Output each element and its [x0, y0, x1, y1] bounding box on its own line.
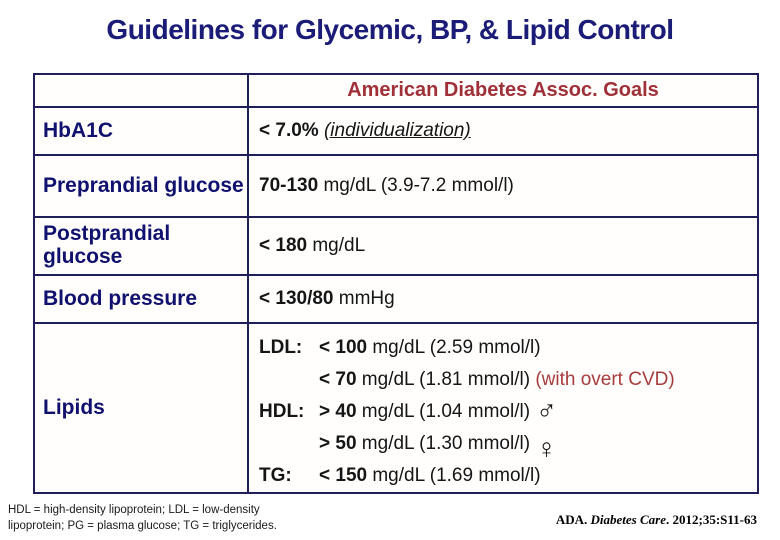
table-row-preprandial: Preprandial glucose 70-130 mg/dL (3.9-7.… [33, 154, 759, 218]
lipid-line-ldl-cvd: < 70 mg/dL (1.81 mmol/l) (with overt CVD… [259, 364, 757, 396]
citation-author: ADA. [555, 512, 588, 527]
hba1c-individualization-note: (individualization) [323, 120, 471, 141]
row-value-postprandial: < 180 mg/dL [247, 216, 759, 276]
ldl-target-units: mg/dL (2.59 mmol/l) [372, 337, 541, 358]
row-label-lipids: Lipids [33, 322, 249, 494]
table-header-row: American Diabetes Assoc. Goals [33, 73, 759, 108]
preprandial-target-units: mg/dL (3.9-7.2 mmol/l) [323, 175, 514, 196]
citation: ADA. Diabetes Care. 2012;35:S11-63 [556, 512, 757, 528]
row-value-blood-pressure: < 130/80 mmHg [247, 274, 759, 324]
abbreviation-line-2: lipoprotein; PG = plasma glucose; TG = t… [8, 519, 277, 532]
row-value-preprandial: 70-130 mg/dL (3.9-7.2 mmol/l) [247, 154, 759, 218]
lipid-line-tg: TG: < 150 mg/dL (1.69 mmol/l) [259, 460, 757, 492]
row-label-hba1c: HbA1C [33, 106, 249, 156]
hdl-female-target-value: > 50 [319, 433, 357, 454]
table-row-hba1c: HbA1C < 7.0% (individualization) [33, 106, 759, 156]
table-row-postprandial: Postprandial glucose < 180 mg/dL [33, 216, 759, 276]
tg-target-units: mg/dL (1.69 mmol/l) [372, 465, 541, 486]
tg-label: TG: [259, 465, 292, 486]
row-label-postprandial: Postprandial glucose [33, 216, 249, 276]
hdl-label: HDL: [259, 401, 305, 422]
abbreviation-line-1: HDL = high-density lipoprotein; LDL = lo… [8, 504, 260, 516]
lipid-line-hdl-female: > 50 mg/dL (1.30 mmol/l) ♀ [319, 433, 558, 464]
citation-volume: . 2012;35:S11-63 [666, 512, 757, 527]
goals-table: American Diabetes Assoc. Goals HbA1C < 7… [33, 73, 759, 494]
overt-cvd-note: (with overt CVD) [535, 369, 675, 390]
abbreviation-footnote: HDL = high-density lipoprotein; LDL = lo… [8, 503, 277, 534]
tg-target-value: < 150 [319, 465, 368, 486]
bp-target-units: mmHg [338, 288, 395, 309]
ldl-cvd-target-value: < 70 [319, 369, 357, 390]
hdl-male-target-value: > 40 [319, 401, 357, 422]
row-label-blood-pressure: Blood pressure [33, 274, 249, 324]
page-title: Guidelines for Glycemic, BP, & Lipid Con… [106, 14, 674, 45]
lipid-line-ldl: LDL: < 100 mg/dL (2.59 mmol/l) [259, 332, 757, 364]
header-goals-cell: American Diabetes Assoc. Goals [247, 73, 759, 108]
ldl-target-value: < 100 [319, 337, 368, 358]
citation-journal: Diabetes Care [590, 512, 666, 527]
bp-target-value: < 130/80 [259, 288, 334, 309]
row-value-lipids: LDL: < 100 mg/dL (2.59 mmol/l) < 70 mg/dL… [247, 322, 759, 494]
table-row-blood-pressure: Blood pressure < 130/80 mmHg [33, 274, 759, 324]
lipid-line-hdl-male: HDL: > 40 mg/dL (1.04 mmol/l) ♂ [259, 395, 558, 426]
ldl-label: LDL: [259, 337, 303, 358]
row-label-preprandial: Preprandial glucose [33, 154, 249, 218]
row-value-hba1c: < 7.0% (individualization) [247, 106, 759, 156]
hba1c-target-value: < 7.0% [259, 120, 319, 141]
preprandial-target-value: 70-130 [259, 175, 319, 196]
hdl-female-target-units: mg/dL (1.30 mmol/l) [361, 433, 531, 454]
header-empty-cell [33, 73, 249, 108]
hdl-male-target-units: mg/dL (1.04 mmol/l) [361, 401, 531, 422]
postprandial-target-value: < 180 [259, 235, 308, 256]
postprandial-target-units: mg/dL [312, 235, 366, 256]
table-row-lipids: Lipids LDL: < 100 mg/dL (2.59 mmol/l) < 7… [33, 322, 759, 494]
ldl-cvd-target-units: mg/dL (1.81 mmol/l) [361, 369, 531, 390]
